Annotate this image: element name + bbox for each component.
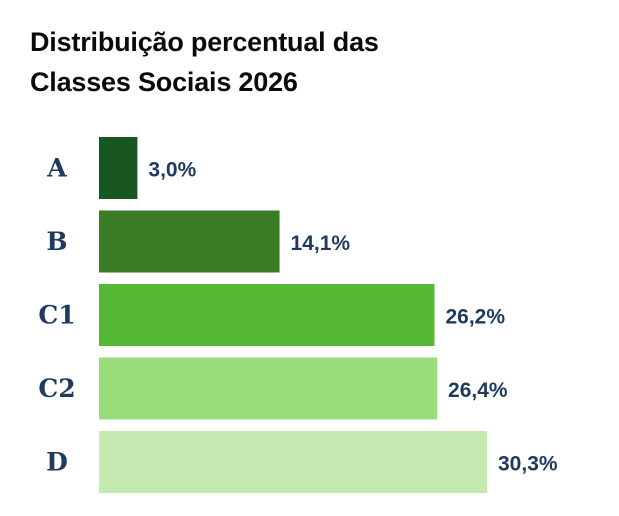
category-label-a: A: [46, 154, 67, 183]
category-label-c1: C1: [38, 301, 75, 330]
bar-d: [99, 431, 487, 493]
chart-title: Distribuição percentual das Classes Soci…: [30, 22, 590, 102]
value-label-a: 3,0%: [148, 159, 196, 182]
bar-c2: [99, 357, 438, 420]
value-label-c1: 26,2%: [445, 306, 505, 329]
value-label-b: 14,1%: [291, 232, 351, 255]
bar-c1: [99, 284, 435, 346]
value-label-c2: 26,4%: [448, 379, 508, 402]
chart-title-line-1: Distribuição percentual das: [30, 27, 379, 57]
chart-title-line-2: Classes Sociais 2026: [30, 67, 298, 97]
category-label-b: B: [46, 227, 67, 256]
bar-a: [99, 137, 138, 199]
category-label-d: D: [46, 448, 68, 477]
category-label-c2: C2: [38, 374, 75, 403]
bar-b: [99, 210, 280, 273]
value-label-d: 30,3%: [498, 453, 558, 476]
